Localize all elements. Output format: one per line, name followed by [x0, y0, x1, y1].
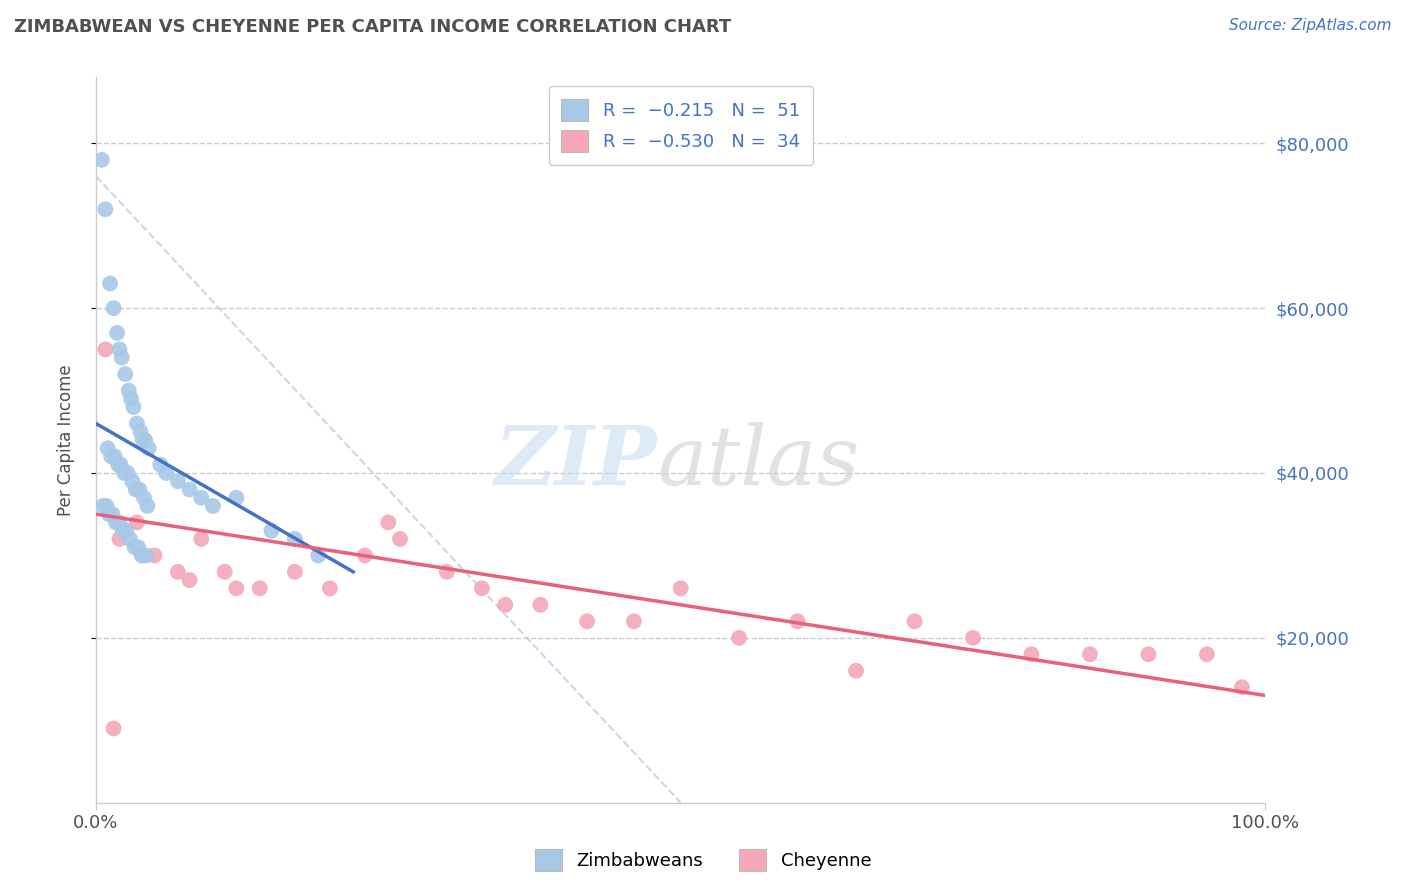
Point — [131, 549, 153, 563]
Point — [135, 549, 157, 563]
Point — [132, 549, 155, 563]
Point — [576, 615, 599, 629]
Point — [128, 483, 150, 497]
Point — [260, 524, 283, 538]
Point — [118, 532, 141, 546]
Point — [179, 573, 201, 587]
Point — [471, 582, 494, 596]
Point — [149, 458, 172, 472]
Point — [114, 367, 136, 381]
Text: ZIP: ZIP — [495, 422, 657, 502]
Point — [111, 351, 134, 365]
Point — [143, 549, 166, 563]
Point — [124, 540, 146, 554]
Point — [103, 722, 125, 736]
Point — [845, 664, 868, 678]
Point — [94, 343, 117, 357]
Point — [167, 565, 190, 579]
Point — [134, 433, 156, 447]
Point — [728, 631, 751, 645]
Point — [903, 615, 925, 629]
Point — [529, 598, 551, 612]
Point — [117, 466, 139, 480]
Point — [108, 343, 131, 357]
Point — [155, 466, 177, 480]
Point — [104, 516, 127, 530]
Point — [125, 483, 148, 497]
Point — [118, 384, 141, 398]
Point — [108, 532, 131, 546]
Point — [125, 516, 148, 530]
Point — [669, 582, 692, 596]
Point — [1195, 647, 1218, 661]
Point — [136, 499, 159, 513]
Point — [377, 516, 399, 530]
Point — [105, 326, 128, 340]
Point — [122, 400, 145, 414]
Point — [103, 301, 125, 315]
Point — [1137, 647, 1160, 661]
Legend: Zimbabweans, Cheyenne: Zimbabweans, Cheyenne — [527, 842, 879, 879]
Point — [125, 417, 148, 431]
Point — [167, 474, 190, 488]
Point — [962, 631, 984, 645]
Point — [110, 458, 132, 472]
Point — [1078, 647, 1101, 661]
Point — [96, 499, 118, 513]
Point — [623, 615, 645, 629]
Point — [201, 499, 224, 513]
Point — [94, 202, 117, 217]
Point — [104, 450, 127, 464]
Point — [307, 549, 329, 563]
Point — [120, 392, 142, 406]
Point — [436, 565, 458, 579]
Point — [97, 507, 120, 521]
Point — [121, 474, 143, 488]
Point — [190, 532, 212, 546]
Point — [138, 442, 160, 456]
Point — [786, 615, 808, 629]
Point — [132, 491, 155, 505]
Point — [190, 491, 212, 505]
Point — [225, 582, 247, 596]
Text: atlas: atlas — [657, 422, 859, 502]
Text: ZIMBABWEAN VS CHEYENNE PER CAPITA INCOME CORRELATION CHART: ZIMBABWEAN VS CHEYENNE PER CAPITA INCOME… — [14, 18, 731, 36]
Point — [108, 516, 131, 530]
Point — [284, 565, 307, 579]
Point — [389, 532, 412, 546]
Point — [97, 442, 120, 456]
Point — [127, 540, 149, 554]
Point — [111, 524, 134, 538]
Point — [494, 598, 516, 612]
Point — [129, 425, 152, 439]
Point — [100, 450, 122, 464]
Point — [214, 565, 236, 579]
Point — [179, 483, 201, 497]
Point — [1230, 680, 1253, 694]
Point — [115, 524, 138, 538]
Point — [1021, 647, 1043, 661]
Point — [284, 532, 307, 546]
Point — [225, 491, 247, 505]
Point — [249, 582, 271, 596]
Point — [98, 277, 121, 291]
Point — [91, 499, 114, 513]
Point — [101, 507, 124, 521]
Point — [90, 153, 112, 167]
Point — [132, 433, 155, 447]
Text: Source: ZipAtlas.com: Source: ZipAtlas.com — [1229, 18, 1392, 33]
Point — [112, 466, 135, 480]
Legend: R =  −0.215   N =  51, R =  −0.530   N =  34: R = −0.215 N = 51, R = −0.530 N = 34 — [548, 87, 813, 165]
Point — [319, 582, 342, 596]
Point — [354, 549, 377, 563]
Point — [107, 458, 129, 472]
Y-axis label: Per Capita Income: Per Capita Income — [58, 364, 75, 516]
